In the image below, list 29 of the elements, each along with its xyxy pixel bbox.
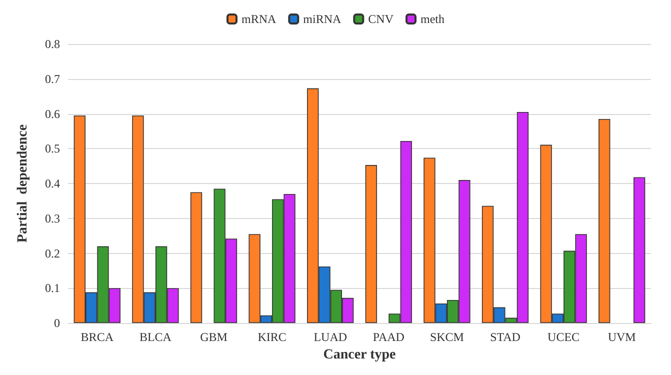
x-tick-label: SKCM — [430, 330, 464, 344]
legend-label: mRNA — [242, 12, 276, 26]
y-tick-label: 0.1 — [45, 281, 60, 296]
y-axis-title: Partial dependence — [16, 124, 30, 243]
x-tick-label: LUAD — [314, 330, 348, 344]
legend-label: CNV — [368, 12, 394, 26]
x-tick-label: BRCA — [80, 330, 114, 344]
y-tick-label: 0.3 — [45, 211, 60, 226]
y-tick-label: 0 — [54, 316, 60, 330]
x-tick-label: KIRC — [258, 330, 286, 344]
x-tick-label: UVM — [608, 330, 636, 344]
legend-label: miRNA — [303, 12, 342, 26]
x-axis-title: Cancer type — [323, 347, 396, 362]
y-tick-label: 0.7 — [45, 72, 60, 86]
bar — [598, 118, 610, 323]
x-tick-label: PAAD — [372, 330, 405, 344]
x-tick-label: GBM — [200, 330, 228, 344]
y-tick-label: 0.4 — [45, 176, 60, 190]
y-tick-label: 0.8 — [45, 37, 60, 51]
x-tick-label: STAD — [490, 330, 521, 344]
bar — [634, 177, 646, 323]
bar — [190, 192, 202, 323]
legend-label: meth — [420, 12, 445, 26]
y-tick-label: 0.2 — [45, 246, 60, 260]
x-tick-label: BLCA — [139, 330, 172, 344]
y-tick-label: 0.6 — [45, 106, 60, 121]
x-tick-label: UCEC — [548, 330, 580, 344]
y-tick-label: 0.5 — [45, 142, 60, 156]
bar — [365, 165, 377, 323]
